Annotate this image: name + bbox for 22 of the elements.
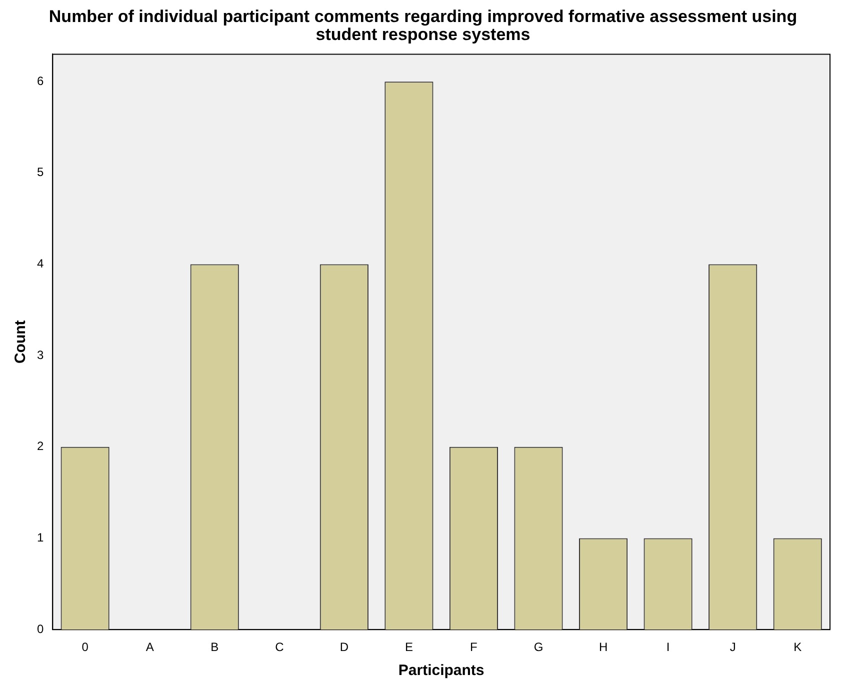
y-tick-label: 2 [36, 439, 44, 454]
chart-title: Number of individual participant comments regarding improved formative assessment using student response systems [48, 7, 798, 44]
y-axis-title: Count [12, 320, 30, 364]
y-tick-label: 4 [36, 256, 44, 271]
x-tick-label: A [146, 640, 154, 654]
x-tick-label: H [598, 640, 608, 654]
x-axis-title: Participants [398, 662, 484, 680]
y-tick-label: 0 [36, 622, 44, 636]
y-tick-label: 6 [36, 74, 44, 88]
x-tick-label: J [730, 640, 736, 654]
x-tick-label: G [534, 640, 544, 654]
x-tick-label: C [275, 640, 284, 654]
x-tick-label: D [340, 640, 349, 654]
y-tick-label: 5 [36, 165, 44, 180]
x-tick-label: K [794, 640, 802, 654]
x-tick-label: B [210, 640, 219, 654]
x-tick-label: F [470, 640, 478, 654]
y-tick-label: 3 [36, 348, 44, 362]
x-tick-label: I [666, 640, 670, 654]
x-tick-label: E [404, 640, 413, 654]
x-tick-label: 0 [82, 640, 89, 654]
y-tick-label: 1 [36, 530, 44, 545]
